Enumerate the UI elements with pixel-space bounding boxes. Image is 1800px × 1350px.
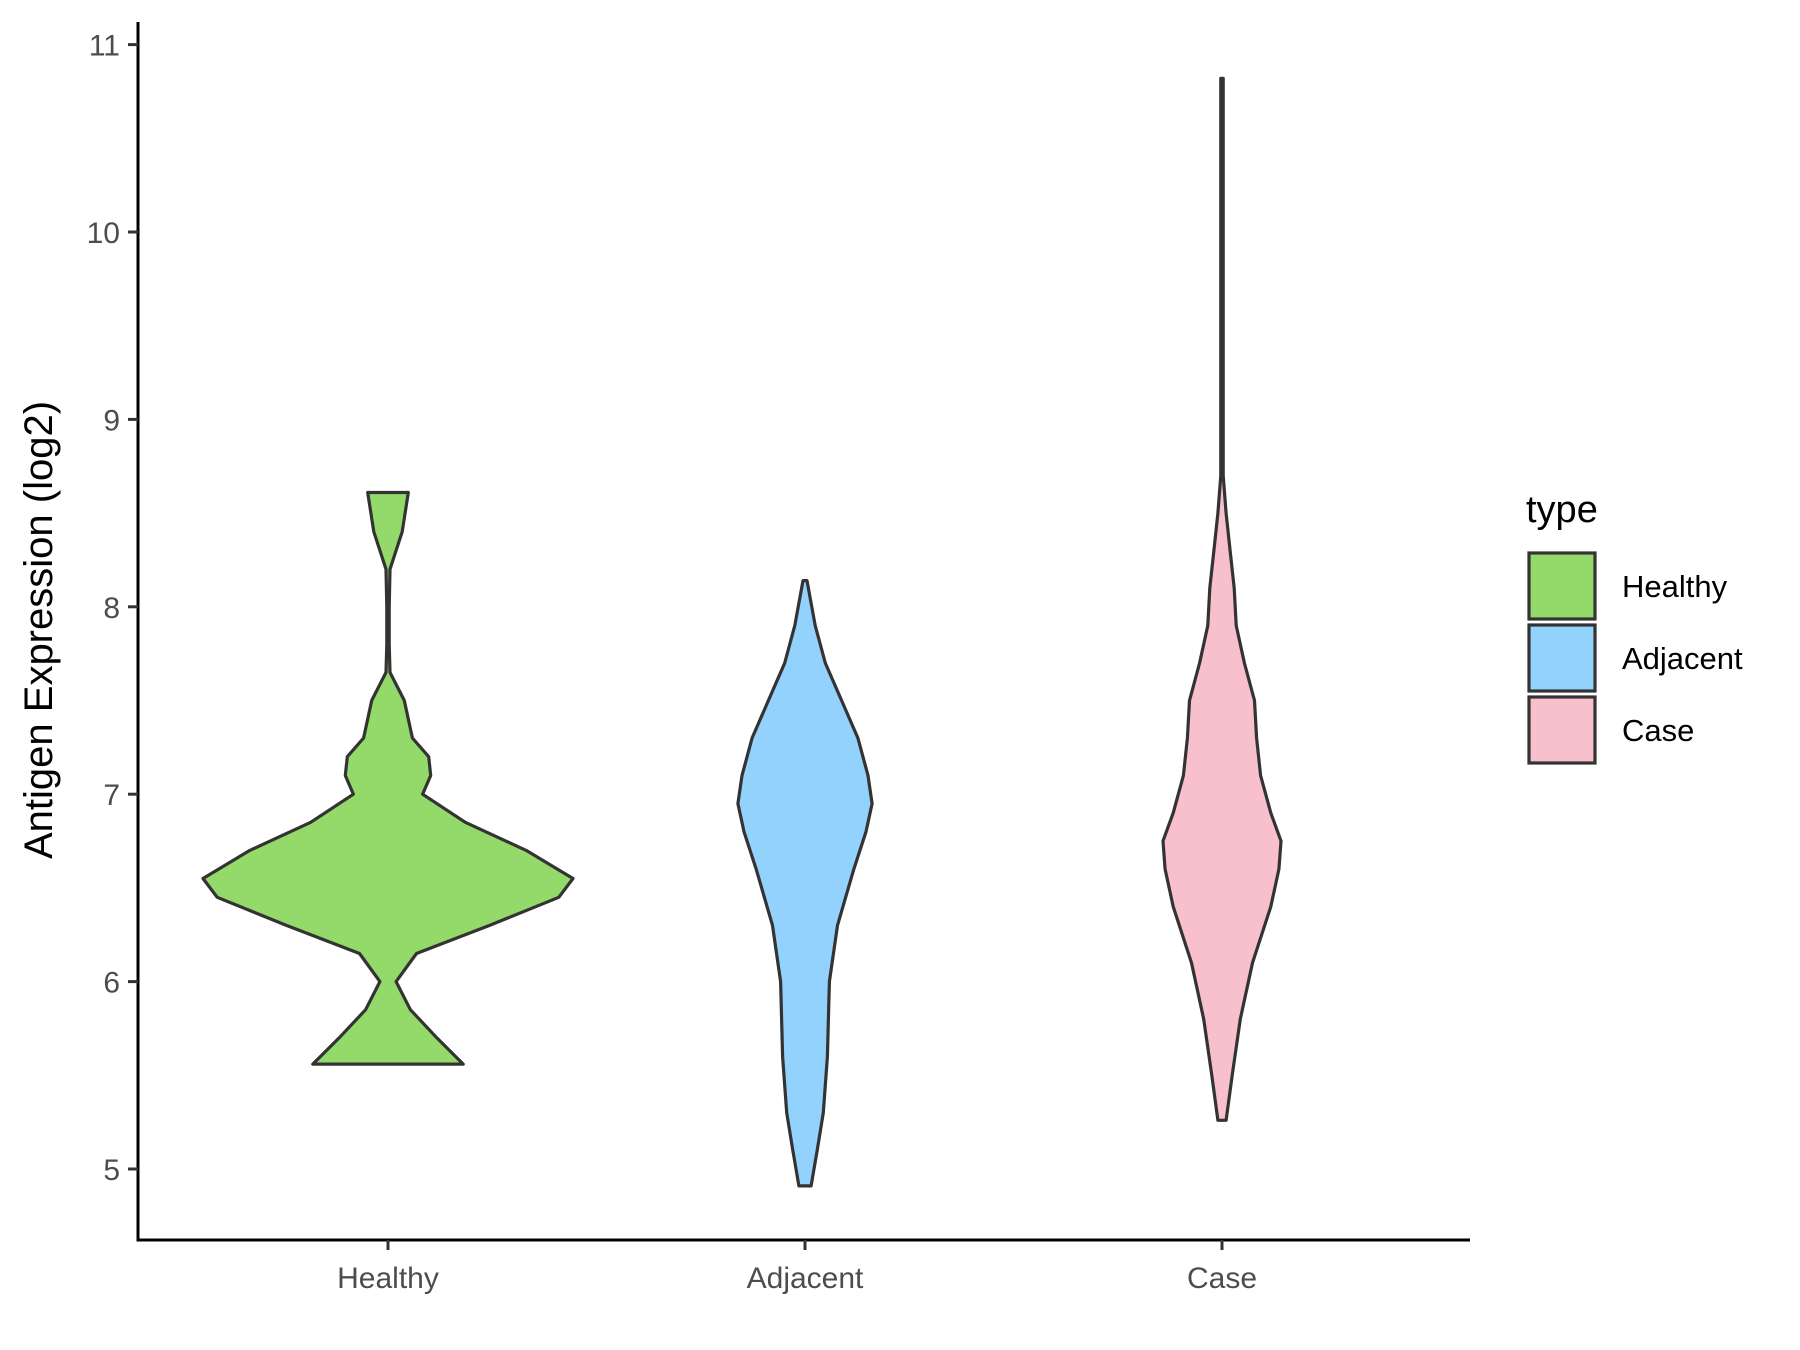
violin-healthy [201,490,575,1066]
x-tick-label-healthy: Healthy [337,1262,439,1295]
legend-swatch-adjacent [1527,623,1597,693]
legend: type Healthy Adjacent Case [1526,489,1743,765]
y-tick-label-7: 7 [103,779,120,812]
x-tick-label-case: Case [1187,1262,1257,1295]
y-tick-label-8: 8 [103,592,120,625]
legend-title: type [1526,489,1598,531]
legend-label-case: Case [1622,713,1694,748]
violin-case [1161,76,1283,1122]
axes: 5 6 7 8 9 10 11 Healthy Adjacent Case [87,22,1470,1295]
legend-label-healthy: Healthy [1622,569,1728,604]
legend-label-adjacent: Adjacent [1622,641,1743,676]
legend-swatch-case [1527,695,1597,765]
y-tick-label-5: 5 [103,1154,120,1187]
violin-layer [201,76,1283,1188]
y-axis-title: Antigen Expression (log2) [17,401,61,859]
violin-adjacent [736,579,874,1188]
y-tick-label-6: 6 [103,967,120,1000]
y-tick-label-10: 10 [87,217,120,250]
x-tick-label-adjacent: Adjacent [747,1262,864,1295]
y-tick-label-11: 11 [89,30,120,63]
y-tick-label-9: 9 [103,404,120,437]
legend-swatch-healthy [1527,551,1597,621]
